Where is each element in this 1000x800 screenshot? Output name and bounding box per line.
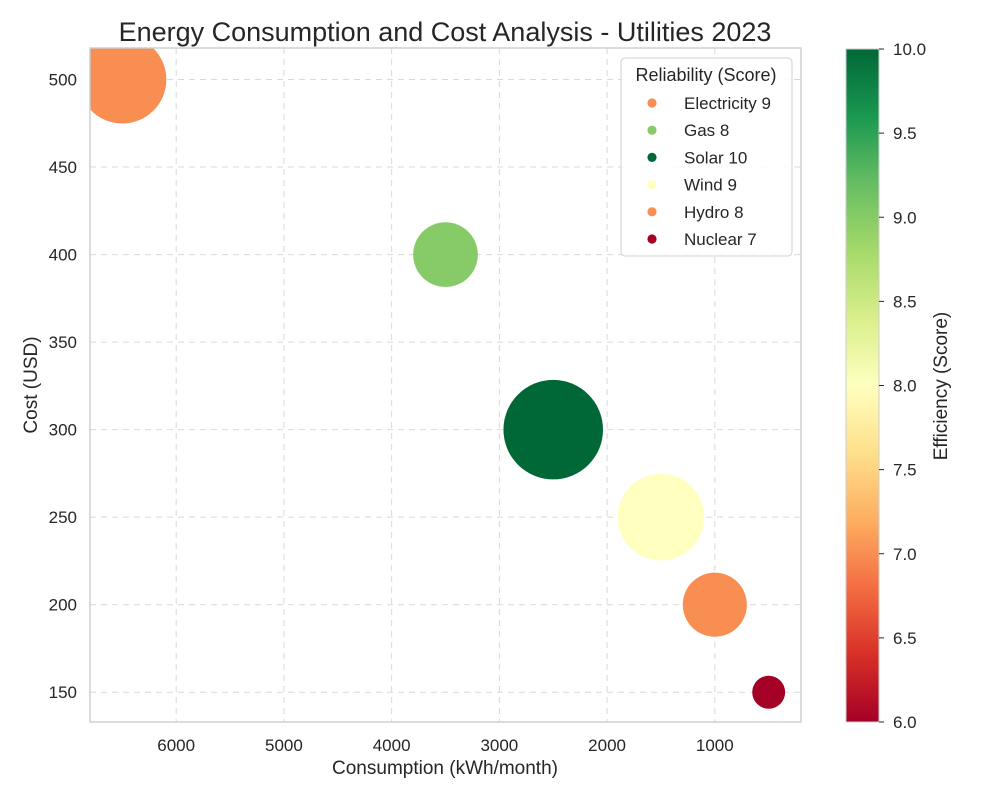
- bubble-hydro: [682, 572, 747, 637]
- grid: [90, 48, 801, 722]
- legend-label-nuclear: Nuclear 7: [684, 230, 757, 249]
- legend-label-wind: Wind 9: [684, 176, 737, 195]
- y-ticks: 150 200 250 300 350 400 450 500: [49, 71, 77, 703]
- legend-label-electricity: Electricity 9: [684, 94, 771, 113]
- legend-marker-electricity: [647, 98, 657, 108]
- x-tick-label-4: 2000: [588, 736, 626, 755]
- legend-marker-gas: [647, 125, 657, 135]
- bubble-wind: [617, 473, 705, 561]
- colorbar-gradient: [845, 48, 880, 723]
- chart-title: Energy Consumption and Cost Analysis - U…: [119, 17, 772, 47]
- y-tick-label-1: 200: [49, 596, 77, 615]
- x-tick-label-1: 5000: [265, 736, 303, 755]
- legend: Reliability (Score) Electricity 9 Gas 8 So…: [620, 57, 793, 257]
- colorbar-tick-label-5: 8.5: [893, 292, 917, 311]
- x-axis-label: Consumption (kWh/month): [332, 758, 558, 779]
- y-tick-label-3: 300: [49, 421, 77, 440]
- y-tick-label-6: 450: [49, 158, 77, 177]
- colorbar-tick-label-3: 7.5: [893, 461, 917, 480]
- colorbar-tick-label-1: 6.5: [893, 629, 917, 648]
- y-tick-label-4: 350: [49, 333, 77, 352]
- x-ticks: 6000 5000 4000 3000 2000 1000: [157, 736, 733, 755]
- y-tick-label-0: 150: [49, 683, 77, 702]
- colorbar-tick-label-6: 9.0: [893, 208, 917, 227]
- colorbar-label: Efficiency (Score): [931, 312, 952, 461]
- y-tick-label-2: 250: [49, 508, 77, 527]
- colorbar-tick-label-8: 10.0: [893, 40, 926, 59]
- bubble-solar: [503, 379, 604, 480]
- legend-label-gas: Gas 8: [684, 121, 729, 140]
- plot-frame: [89, 47, 802, 723]
- bubble-gas: [413, 222, 478, 287]
- legend-label-solar: Solar 10: [684, 148, 747, 167]
- legend-label-hydro: Hydro 8: [684, 203, 744, 222]
- legend-marker-nuclear: [647, 234, 657, 244]
- colorbar-tick-label-4: 8.0: [893, 377, 917, 396]
- bubble-nuclear: [752, 675, 786, 709]
- colorbar-tick-label-0: 6.0: [893, 713, 917, 732]
- bubbles: [90, 48, 786, 709]
- legend-title: Reliability (Score): [635, 65, 776, 85]
- colorbar-tick-label-2: 7.0: [893, 545, 917, 564]
- legend-marker-solar: [647, 152, 657, 162]
- bubble-electricity: [90, 48, 167, 124]
- x-tick-label-0: 6000: [157, 736, 195, 755]
- y-tick-label-5: 400: [49, 246, 77, 265]
- legend-marker-hydro: [647, 207, 657, 217]
- x-tick-label-5: 1000: [696, 736, 734, 755]
- x-tick-label-3: 3000: [480, 736, 518, 755]
- colorbar: 6.0 6.5 7.0 7.5 8.0 8.5 9.0 9.5 10.0 Efficiency …: [845, 40, 952, 732]
- y-axis-label: Cost (USD): [21, 336, 42, 433]
- y-tick-label-7: 500: [49, 71, 77, 90]
- x-tick-label-2: 4000: [373, 736, 411, 755]
- colorbar-tick-label-7: 9.5: [893, 124, 917, 143]
- legend-marker-wind: [647, 180, 657, 190]
- legend-box: [620, 57, 793, 257]
